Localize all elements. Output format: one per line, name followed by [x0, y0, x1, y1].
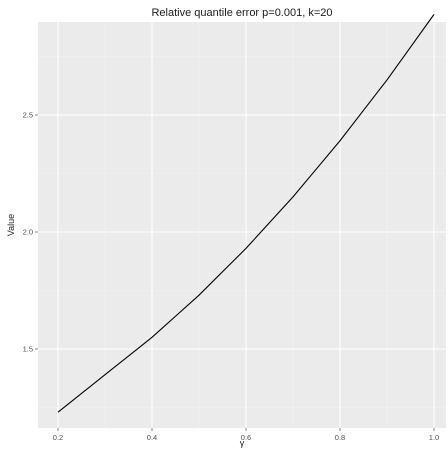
x-tick-label: 0.6 — [241, 433, 251, 442]
x-tick-label: 0.2 — [53, 433, 63, 442]
plot-panel — [38, 22, 446, 428]
y-axis-ticks: 1.5 2.0 2.5 — [23, 111, 38, 354]
series-line — [57, 14, 435, 413]
y-tick-label: 2.5 — [23, 111, 33, 120]
x-axis-ticks: 0.2 0.4 0.6 0.8 1.0 — [53, 428, 439, 442]
y-tick-label: 1.5 — [23, 345, 33, 354]
x-tick-label: 0.4 — [147, 433, 157, 442]
x-tick-label: 0.8 — [335, 433, 345, 442]
x-tick-label: 1.0 — [429, 433, 439, 442]
minor-grid — [38, 22, 446, 428]
y-tick-label: 2.0 — [23, 228, 33, 237]
chart-title: Relative quantile error p=0.001, k=20 — [151, 7, 332, 19]
major-grid — [38, 22, 446, 428]
x-axis-label: γ — [240, 438, 245, 448]
y-axis-label: Value — [6, 214, 16, 236]
